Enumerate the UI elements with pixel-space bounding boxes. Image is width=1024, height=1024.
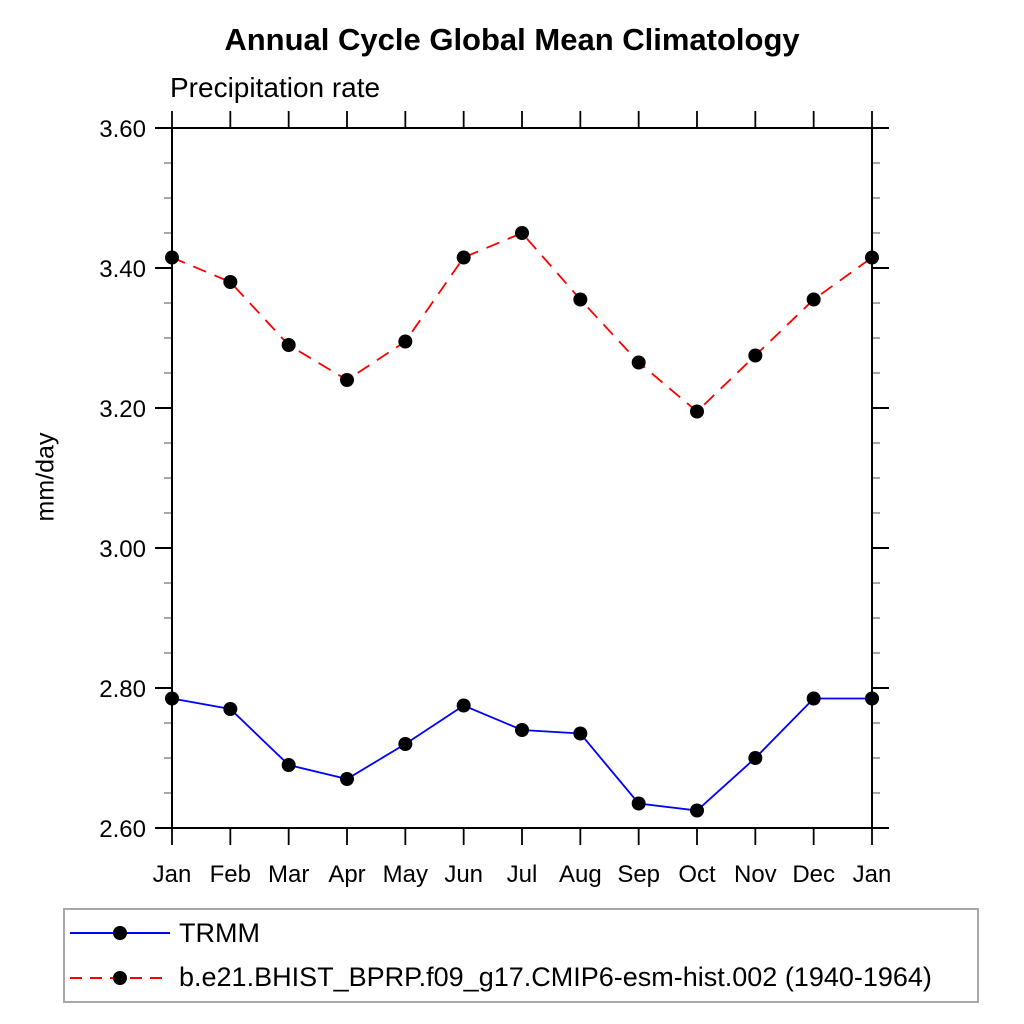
data-point: [165, 250, 179, 265]
legend-marker-icon: [113, 970, 127, 985]
y-tick-label: 2.80: [99, 676, 146, 703]
legend-line-sample: [70, 926, 170, 941]
y-tick-label: 2.60: [99, 816, 146, 843]
data-point: [748, 751, 763, 765]
data-point: [281, 338, 296, 352]
data-point: [398, 737, 413, 751]
y-tick-labels: 2.60 2.80 3.00 3.20 3.40 3.60: [99, 116, 146, 843]
legend: TRMM b.e21.BHIST_BPRP.f09_g17.CMIP6-esm-h…: [63, 908, 979, 1003]
data-point: [806, 691, 821, 706]
chart-title: Annual Cycle Global Mean Climatology: [224, 22, 800, 57]
y-tick-label: 3.00: [99, 536, 146, 563]
data-point: [690, 404, 704, 419]
series-line-0: [171, 697, 872, 812]
legend-label: TRMM: [179, 917, 260, 948]
series-line-1: [171, 231, 873, 413]
data-point: [748, 348, 763, 363]
y-tick-label: 3.60: [99, 116, 146, 143]
x-tick-labels: Jan Feb Mar Apr May Jun Jul Aug Sep Oct Nov Dec Jan: [153, 861, 892, 888]
x-tick-label: Jan: [153, 861, 192, 888]
x-tick-label: May: [383, 861, 428, 888]
y-tick-label: 3.40: [99, 256, 146, 283]
x-tick-label: Nov: [734, 861, 777, 888]
x-tick-label: Feb: [210, 861, 251, 888]
data-point: [865, 250, 879, 265]
data-point: [573, 292, 588, 307]
data-point: [165, 691, 179, 706]
data-point: [515, 226, 529, 240]
data-point: [340, 772, 354, 786]
data-point: [515, 723, 529, 737]
x-tick-label: Mar: [268, 861, 309, 888]
x-tick-label: Oct: [678, 861, 716, 888]
y-axis-minor-ticks: [164, 162, 880, 794]
data-point: [690, 803, 704, 818]
data-point: [223, 275, 238, 289]
data-point: [631, 355, 646, 370]
legend-item-0: TRMM: [70, 912, 977, 955]
data-point: [456, 698, 471, 713]
x-tick-label: Jun: [444, 861, 483, 888]
x-axis-ticks: [171, 111, 873, 845]
data-point: [340, 373, 354, 387]
data-point: [573, 726, 588, 741]
x-tick-label: Jul: [507, 861, 538, 888]
data-point: [456, 250, 471, 265]
x-tick-label: Apr: [328, 861, 365, 888]
data-point: [398, 334, 413, 349]
legend-line-sample: [70, 970, 170, 985]
x-tick-label: Jan: [853, 861, 892, 888]
legend-item-1: b.e21.BHIST_BPRP.f09_g17.CMIP6-esm-hist.…: [70, 956, 977, 999]
y-axis-major-ticks: [155, 127, 889, 829]
series-markers-1: [165, 226, 879, 419]
series-markers-0: [165, 691, 879, 818]
chart-subtitle: Precipitation rate: [170, 72, 381, 103]
y-tick-label: 3.20: [99, 396, 146, 423]
legend-marker-icon: [113, 926, 127, 941]
plot-frame: [171, 127, 873, 829]
data-point: [223, 702, 238, 716]
data-point: [631, 796, 646, 811]
data-point: [281, 758, 296, 772]
x-tick-label: Aug: [559, 861, 602, 888]
legend-label: b.e21.BHIST_BPRP.f09_g17.CMIP6-esm-hist.…: [179, 962, 932, 993]
data-point: [865, 691, 879, 706]
data-point: [806, 292, 821, 307]
x-tick-label: Sep: [617, 861, 660, 888]
x-tick-label: Dec: [792, 861, 835, 888]
